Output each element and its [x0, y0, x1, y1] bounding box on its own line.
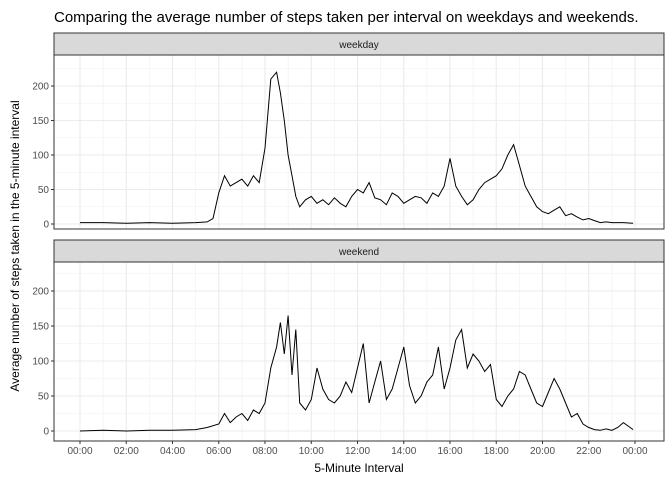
x-axis-ticks: 00:00 02:00 04:00 06:00 08:00 10:00 12:00 14:00… [67, 441, 648, 457]
y-tick-label: 150 [32, 116, 49, 127]
panel-border-weekend [53, 261, 665, 442]
y-ticks-weekend: 0 50 100 150 200 [32, 287, 54, 438]
y-ticks-weekday: 0 50 100 150 200 [32, 82, 54, 231]
x-tick-label: 04:00 [160, 446, 185, 457]
x-tick-label: 16:00 [437, 446, 462, 457]
y-tick-label: 50 [38, 185, 50, 196]
strip-label-weekday: weekday [338, 40, 378, 51]
y-tick-label: 100 [32, 151, 49, 162]
x-axis-title: 5-Minute Interval [314, 461, 403, 475]
grid-weekday [54, 55, 664, 229]
x-tick-label: 18:00 [484, 446, 509, 457]
x-tick-label: 10:00 [299, 446, 324, 457]
x-tick-label: 00:00 [622, 446, 647, 457]
y-tick-label: 0 [43, 427, 49, 438]
y-tick-label: 200 [32, 287, 49, 298]
y-tick-label: 0 [43, 220, 49, 231]
grid-weekend [54, 262, 664, 441]
line-weekday [80, 71, 634, 224]
x-tick-label: 22:00 [576, 446, 601, 457]
y-tick-label: 50 [38, 392, 50, 403]
x-tick-label: 06:00 [206, 446, 231, 457]
y-tick-label: 100 [32, 357, 49, 368]
x-tick-label: 12:00 [345, 446, 370, 457]
y-tick-label: 150 [32, 322, 49, 333]
plot-area-weekday [54, 55, 664, 229]
panel-border-weekday [53, 54, 665, 230]
panel-weekend: weekend 0 50 100 150 200 [32, 239, 665, 442]
panel-weekday: weekday 0 50 100 150 200 [32, 32, 665, 231]
strip-label-weekend: weekend [338, 247, 379, 258]
x-tick-label: 20:00 [530, 446, 555, 457]
x-tick-label: 08:00 [252, 446, 277, 457]
x-tick-label: 14:00 [391, 446, 416, 457]
line-weekend [79, 315, 634, 432]
chart-title: Comparing the average number of steps ta… [54, 9, 639, 26]
y-axis-title: Average number of steps taken in the 5-m… [8, 100, 22, 391]
x-tick-label: 00:00 [67, 446, 92, 457]
y-tick-label: 200 [32, 82, 49, 93]
plot-area-weekend [54, 262, 664, 441]
x-tick-label: 02:00 [114, 446, 139, 457]
